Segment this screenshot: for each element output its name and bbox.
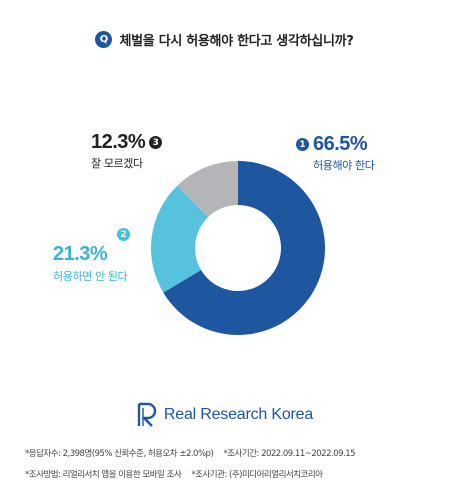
question-text: 체벌을 다시 허용해야 한다고 생각하십니까? [119,34,354,49]
callout-percentage: 21.3% [53,243,108,265]
callout-agree: 1 66.5% 허용해야 한다 [296,133,375,173]
donut-chart [150,161,325,335]
question-header: Q 체벌을 다시 허용해야 한다고 생각하십니까? [0,30,449,49]
slice-disagree [150,185,209,293]
callout-label: 허용하면 안 된다 [53,270,128,283]
footnote-period: *조사기간: 2022.09.11~2022.09.15 [223,449,356,459]
callout-number-badge: 1 [296,138,309,151]
slice-agree [163,161,325,335]
callout-label: 허용해야 한다 [313,159,375,172]
footnote-method: *조사방법: 리얼리서치 앱을 이용한 모바일 조사 [25,470,182,480]
brand-logo-icon [137,402,157,427]
brand-logo-text: Real Research Korea [163,406,314,423]
footnote-agency: *조사기관: (주)미디어리얼리서치코리아 [191,470,323,480]
callout-label: 잘 모르겠다 [91,157,143,170]
callout-percentage: 66.5% [313,133,368,155]
callout-number-badge: 2 [117,228,130,241]
callout-percentage: 12.3% [91,131,146,153]
callout-number-badge: 3 [149,136,163,149]
slice-unsure [177,161,238,218]
brand-logo: Real Research Korea [0,402,449,428]
question-badge: Q [95,31,113,48]
survey-footnotes: *응답자수: 2,398명(95% 신뢰수준, 허용오차 ±2.0%p) *조사… [25,444,425,486]
callout-disagree: 2 21.3% 허용하면 안 된다 [53,228,130,284]
callout-unsure: 12.3% 3 잘 모르겠다 [91,131,163,171]
footnote-respondents: *응답자수: 2,398명(95% 신뢰수준, 허용오차 ±2.0%p) [25,449,214,459]
